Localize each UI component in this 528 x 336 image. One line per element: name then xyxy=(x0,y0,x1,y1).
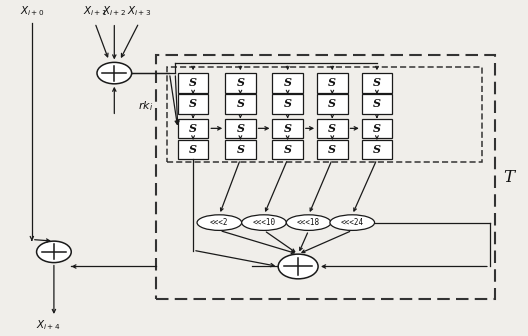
Bar xyxy=(178,73,209,93)
Text: S: S xyxy=(373,98,381,110)
Bar xyxy=(272,94,303,114)
Text: $X_{i+3}$: $X_{i+3}$ xyxy=(127,4,152,18)
Text: S: S xyxy=(373,77,381,88)
Ellipse shape xyxy=(242,215,286,230)
Bar xyxy=(362,140,392,159)
Circle shape xyxy=(97,62,131,84)
Ellipse shape xyxy=(197,215,242,230)
Text: S: S xyxy=(284,77,291,88)
Bar xyxy=(272,119,303,138)
Bar xyxy=(317,94,347,114)
Text: S: S xyxy=(237,98,244,110)
Bar xyxy=(362,119,392,138)
Bar xyxy=(272,73,303,93)
Bar xyxy=(362,73,392,93)
Bar xyxy=(362,94,392,114)
Text: S: S xyxy=(328,77,336,88)
Text: $X_{i+2}$: $X_{i+2}$ xyxy=(102,4,127,18)
Bar xyxy=(317,119,347,138)
Bar xyxy=(272,140,303,159)
Text: $X_{i+0}$: $X_{i+0}$ xyxy=(20,4,44,18)
Bar xyxy=(178,140,209,159)
Circle shape xyxy=(278,254,318,279)
Text: S: S xyxy=(237,123,244,134)
Text: T: T xyxy=(503,169,514,185)
Text: S: S xyxy=(373,123,381,134)
Text: S: S xyxy=(189,144,197,155)
Text: <<<10: <<<10 xyxy=(252,218,276,227)
Ellipse shape xyxy=(330,215,374,230)
Text: S: S xyxy=(328,98,336,110)
Text: <<<2: <<<2 xyxy=(210,218,229,227)
Text: $X_{i+4}$: $X_{i+4}$ xyxy=(36,319,61,332)
Text: S: S xyxy=(328,144,336,155)
Text: S: S xyxy=(189,123,197,134)
Bar xyxy=(225,73,256,93)
Text: S: S xyxy=(237,77,244,88)
Text: S: S xyxy=(284,144,291,155)
Text: $X_{i+1}$: $X_{i+1}$ xyxy=(83,4,107,18)
Text: S: S xyxy=(189,98,197,110)
Bar xyxy=(317,140,347,159)
Text: S: S xyxy=(237,144,244,155)
Text: <<<24: <<<24 xyxy=(341,218,364,227)
Text: <<<18: <<<18 xyxy=(297,218,320,227)
Bar xyxy=(317,73,347,93)
Text: S: S xyxy=(189,77,197,88)
Bar xyxy=(225,94,256,114)
Bar xyxy=(225,140,256,159)
Circle shape xyxy=(36,241,71,263)
Text: S: S xyxy=(328,123,336,134)
Bar xyxy=(225,119,256,138)
Bar xyxy=(178,94,209,114)
Text: S: S xyxy=(284,123,291,134)
Text: S: S xyxy=(373,144,381,155)
Text: $rk_i$: $rk_i$ xyxy=(138,100,153,114)
Text: S: S xyxy=(284,98,291,110)
Ellipse shape xyxy=(286,215,331,230)
Bar xyxy=(178,119,209,138)
